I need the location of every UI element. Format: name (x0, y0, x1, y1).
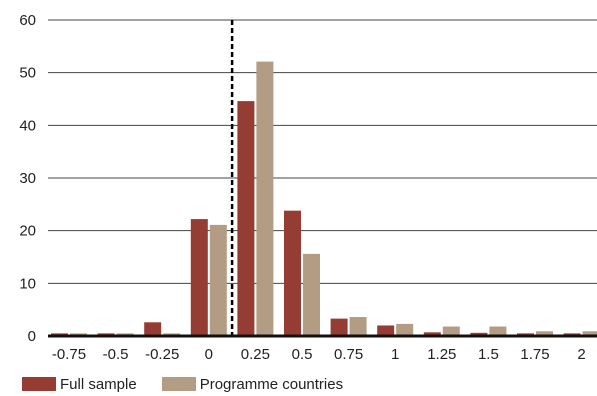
bar-full-sample (423, 332, 441, 336)
legend: Full sample Programme countries (22, 373, 368, 395)
gridlines (48, 19, 597, 284)
bar-programme-countries (442, 326, 460, 336)
legend-item-programme-countries: Programme countries (161, 375, 344, 393)
bar-full-sample (190, 219, 208, 336)
x-tick-label: 1.25 (427, 346, 456, 363)
y-tick-label: 30 (19, 170, 36, 187)
legend-item-full-sample: Full sample (22, 376, 137, 393)
bar-full-sample (144, 322, 162, 336)
x-tick-label: 0.5 (292, 346, 313, 363)
x-tick-label: 2 (577, 346, 585, 363)
x-tick-label: -0.5 (103, 346, 129, 363)
x-axis-ticks: -0.75 -0.5 -0.25 0 0.25 0.5 0.75 1 1.25 1.5 1.75 2 (52, 346, 586, 363)
x-tick-label: 1.75 (520, 346, 549, 363)
y-tick-label: 20 (19, 223, 36, 240)
y-tick-label: 0 (28, 328, 36, 345)
y-tick-label: 60 (19, 12, 36, 29)
bar-programme-countries (396, 323, 414, 336)
x-tick-label: 0 (205, 346, 213, 363)
bar-full-sample (237, 101, 255, 337)
x-tick-label: -0.75 (52, 346, 86, 363)
x-tick-label: 0.25 (241, 346, 270, 363)
bar-full-sample (377, 325, 395, 336)
legend-swatch-full-sample (22, 377, 56, 391)
x-tick-label: 1.5 (478, 346, 499, 363)
x-tick-label: -0.25 (145, 346, 179, 363)
y-axis-ticks: 0 10 20 30 40 50 60 (19, 12, 36, 345)
x-tick-label: 1 (391, 346, 399, 363)
histogram-chart: 0 10 20 30 40 50 60 -0.75 -0.5 -0.25 0 0.25 0.5 0.75… (19, 12, 597, 363)
legend-swatch-programme-countries (161, 377, 196, 391)
y-tick-label: 10 (19, 275, 36, 292)
bar-programme-countries (209, 224, 227, 336)
bar-programme-countries (489, 326, 507, 336)
legend-label-programme-countries: Programme countries (199, 375, 344, 393)
x-tick-label: 0.75 (334, 346, 363, 363)
bar-programme-countries (349, 317, 367, 336)
bar-full-sample (330, 318, 348, 336)
bar-programme-countries (256, 61, 274, 337)
bars (51, 61, 597, 337)
legend-label-full-sample: Full sample (60, 375, 137, 393)
bar-programme-countries (303, 253, 320, 336)
y-tick-label: 40 (19, 117, 36, 134)
bar-full-sample (284, 210, 301, 336)
bar-full-sample (470, 332, 488, 336)
bar-programme-countries (536, 331, 553, 336)
y-tick-label: 50 (19, 65, 36, 82)
bar-programme-countries (582, 331, 597, 336)
